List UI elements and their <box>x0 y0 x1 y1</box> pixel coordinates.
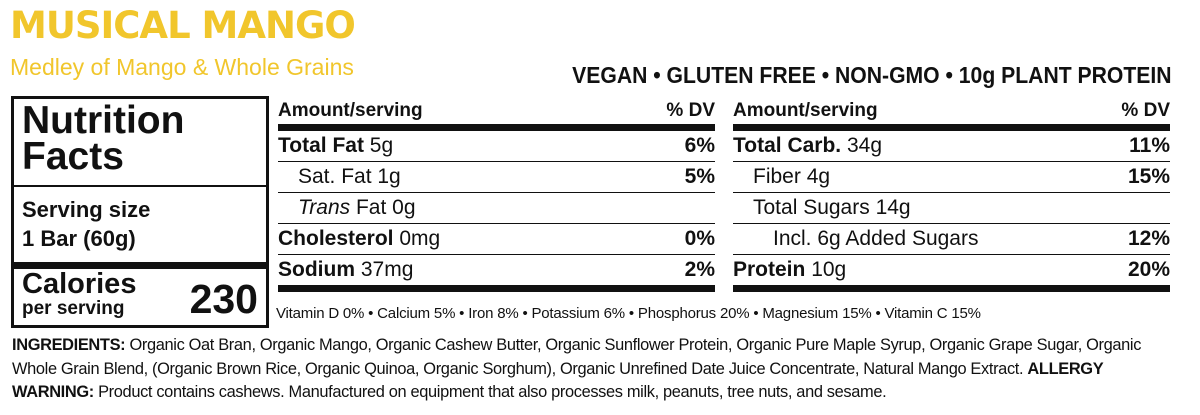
nutrient: Total Sugars 14g <box>733 196 911 220</box>
nutrient-row: Sat. Fat 1g 5% <box>278 161 715 192</box>
nutrient-name: Total Fat <box>278 134 364 157</box>
product-subtitle: Medley of Mango & Whole Grains <box>10 54 354 80</box>
nutrient-name: Total Carb. <box>733 134 842 157</box>
nutrient-name: Protein <box>733 258 806 281</box>
nutrient-dv: 12% <box>1127 227 1170 250</box>
thick-bar <box>733 124 1170 131</box>
vitamins: Vitamin D 0% • Calcium 5% • Iron 8% • Po… <box>276 305 981 322</box>
nutrient-table: Amount/serving % DV Total Fat 5g 6% Sat. Fat… <box>278 98 715 292</box>
nutrient: Protein 10g <box>733 258 846 282</box>
serving: Serving size 1 Bar (60g) <box>22 195 150 253</box>
nutrient-dv: 5% <box>684 165 715 188</box>
nutrient: Sat. Fat 1g <box>278 165 401 189</box>
nutrient-dv: 2% <box>684 258 715 281</box>
facts-title-line: Nutrition <box>22 99 185 142</box>
amount-header: Amount/serving <box>278 100 423 121</box>
nutrient-dv: 20% <box>1127 258 1170 281</box>
nutrient-name: Cholesterol <box>278 227 394 250</box>
nutrient-amount: 4g <box>806 165 831 188</box>
nutrient: Sodium 37mg <box>278 258 413 282</box>
nutrient-dv: 6% <box>684 134 715 157</box>
ingredients-text: Organic Oat Bran, Organic Mango, Organic… <box>12 336 1142 378</box>
product-title: MUSICAL MANGO <box>10 4 356 47</box>
nutrient-name: Sodium <box>278 258 355 281</box>
nutrient-amount: 5g <box>369 134 394 157</box>
amount-header: Amount/serving <box>733 100 878 121</box>
nutrient-italic: Trans <box>298 196 351 219</box>
nutrient-amount: 34g <box>846 134 883 157</box>
nutrient-name: Incl. 6g Added Sugars <box>773 227 979 250</box>
nutrient-name: Fiber <box>753 165 801 188</box>
allergy-label: ALLERGY WARNING: <box>12 359 1103 402</box>
nutrient-amount: 14g <box>875 196 911 219</box>
nutrient-dv: 15% <box>1127 165 1170 188</box>
table-body: Total Fat 5g 6% Sat. Fat 1g 5% Trans Fat 0g C… <box>278 131 715 285</box>
nutrient: Fiber 4g <box>733 165 830 189</box>
nutrient-row: Total Sugars 14g <box>733 192 1170 223</box>
nutrient: Trans Fat 0g <box>278 196 416 220</box>
nutrient-row: Incl. 6g Added Sugars 12% <box>733 223 1170 254</box>
nutrient-row: Protein 10g 20% <box>733 254 1170 285</box>
thick-divider <box>14 262 266 269</box>
thick-bar <box>278 285 715 292</box>
dv-header: % DV <box>1121 100 1170 121</box>
calories-sub: per serving <box>22 298 125 319</box>
nutrient-row: Trans Fat 0g <box>278 192 715 223</box>
nutrient-amount: 37mg <box>360 258 414 281</box>
table-body: Total Carb. 34g 11% Fiber 4g 15% Total Sugar… <box>733 131 1170 285</box>
nutrient-dv: 11% <box>1129 134 1170 157</box>
ingredients-label: INGREDIENTS: <box>12 336 126 354</box>
nutrient-row: Sodium 37mg 2% <box>278 254 715 285</box>
ingredients: INGREDIENTS: Organic Oat Bran, Organic M… <box>12 334 1188 405</box>
nutrient-amount: 0mg <box>399 227 441 250</box>
divider <box>14 185 266 187</box>
nutrient-amount: 10g <box>811 258 847 281</box>
table-header: Amount/serving % DV <box>733 98 1170 124</box>
table-header: Amount/serving % DV <box>278 98 715 124</box>
calories-label: Calories <box>22 268 137 300</box>
nutrient-row: Fiber 4g 15% <box>733 161 1170 192</box>
dv-header: % DV <box>666 100 715 121</box>
serving-label: Serving size <box>22 197 151 222</box>
nutrient: Incl. 6g Added Sugars <box>733 227 978 251</box>
nutrient-amount: 1g <box>377 165 401 188</box>
nutrient-table: Amount/serving % DV Total Carb. 34g 11% Fibe… <box>733 98 1170 292</box>
nutrient-name: Sat. Fat <box>298 165 372 188</box>
nutrient-amount: 0g <box>392 196 416 219</box>
nutrient-row: Total Carb. 34g 11% <box>733 131 1170 161</box>
nutrient-name: Fat <box>355 196 387 219</box>
nutrient-row: Cholesterol 0mg 0% <box>278 223 715 254</box>
allergy-text: Product contains cashews. Manufactured o… <box>98 383 887 401</box>
nutrient: Total Carb. 34g <box>733 134 882 158</box>
nutrient-name: Total Sugars <box>753 196 870 219</box>
claims: VEGAN • GLUTEN FREE • NON-GMO • 10g PLAN… <box>572 62 1172 88</box>
facts-title-line: Facts <box>22 135 124 178</box>
serving-size: 1 Bar (60g) <box>22 226 136 251</box>
nutrient-row: Total Fat 5g 6% <box>278 131 715 161</box>
nutrient-dv: 0% <box>684 227 715 250</box>
facts-box: Nutrition Facts Serving size 1 Bar (60g)… <box>11 96 269 328</box>
calories-value: 230 <box>189 276 258 322</box>
thick-bar <box>278 124 715 131</box>
calories-label-block: Calories per serving <box>22 269 136 319</box>
nutrient: Total Fat 5g <box>278 134 393 158</box>
nutrient: Cholesterol 0mg <box>278 227 440 251</box>
facts-title: Nutrition Facts <box>22 99 185 178</box>
thick-bar <box>733 285 1170 292</box>
